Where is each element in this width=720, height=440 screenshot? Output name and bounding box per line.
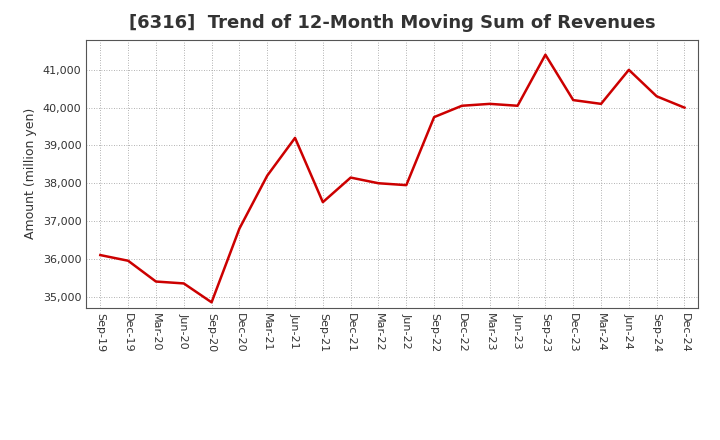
Y-axis label: Amount (million yen): Amount (million yen) (24, 108, 37, 239)
Title: [6316]  Trend of 12-Month Moving Sum of Revenues: [6316] Trend of 12-Month Moving Sum of R… (129, 15, 656, 33)
